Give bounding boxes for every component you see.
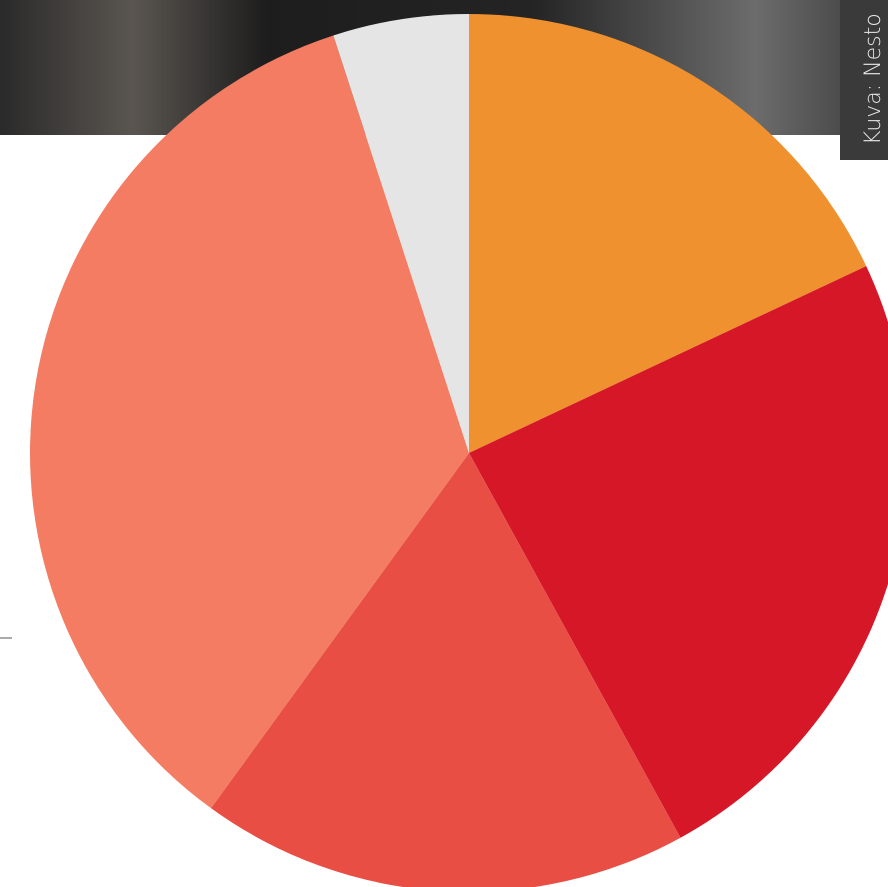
pie <box>30 13 888 887</box>
pie-slice <box>333 13 469 453</box>
pie-slice <box>210 453 681 887</box>
pie-slice <box>30 35 470 809</box>
background-photo-edge <box>840 0 888 160</box>
photo-credit: Kuva: Nesto <box>861 13 886 145</box>
pie-slice <box>469 266 888 838</box>
pie-slice <box>469 14 867 453</box>
